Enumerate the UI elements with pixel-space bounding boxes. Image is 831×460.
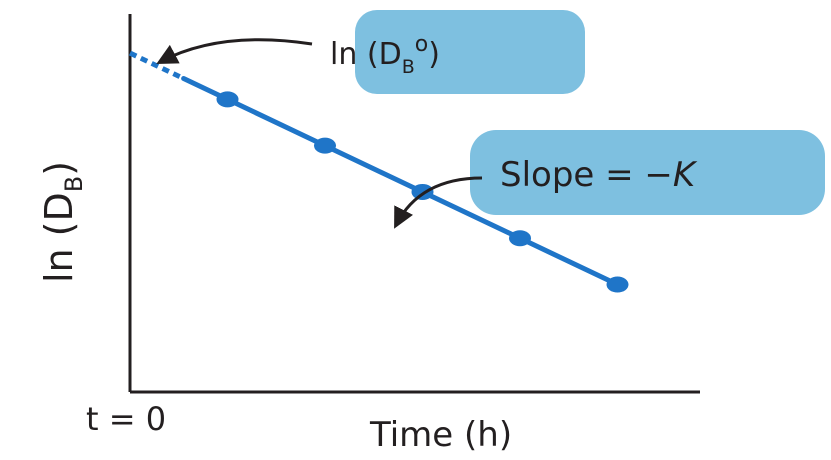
slope-label-k: K (673, 155, 698, 195)
y-axis-label-main: ln (D (37, 192, 81, 283)
data-point-4 (509, 230, 531, 247)
intercept-label-main: ln (D (330, 37, 402, 72)
intercept-label: ln (DBo) (330, 32, 440, 78)
data-point-5 (606, 276, 629, 293)
data-point-1 (216, 91, 239, 108)
fit-line (181, 76, 620, 288)
intercept-label-close: ) (428, 37, 440, 72)
x-axis-label: Time (h) (369, 415, 512, 455)
intercept-arrow (156, 38, 313, 64)
intercept-label-sup: o (415, 32, 428, 57)
data-point-3 (411, 183, 434, 200)
y-axis-label-close: ) (37, 161, 81, 176)
slope-label-main: Slope = − (500, 155, 673, 195)
y-axis-label-sub: B (60, 176, 88, 192)
data-point-2 (314, 137, 336, 154)
intercept-label-sub: B (402, 56, 415, 78)
slope-highlight (470, 130, 825, 215)
x-tick-label: t = 0 (86, 400, 166, 438)
slope-arrow (394, 176, 483, 229)
data-points (216, 91, 629, 293)
intercept-highlight (355, 10, 585, 94)
y-axis-label: ln (DB) (37, 161, 88, 283)
slope-label: Slope = −K (500, 155, 698, 195)
fit-line-extrapolated (128, 50, 185, 81)
